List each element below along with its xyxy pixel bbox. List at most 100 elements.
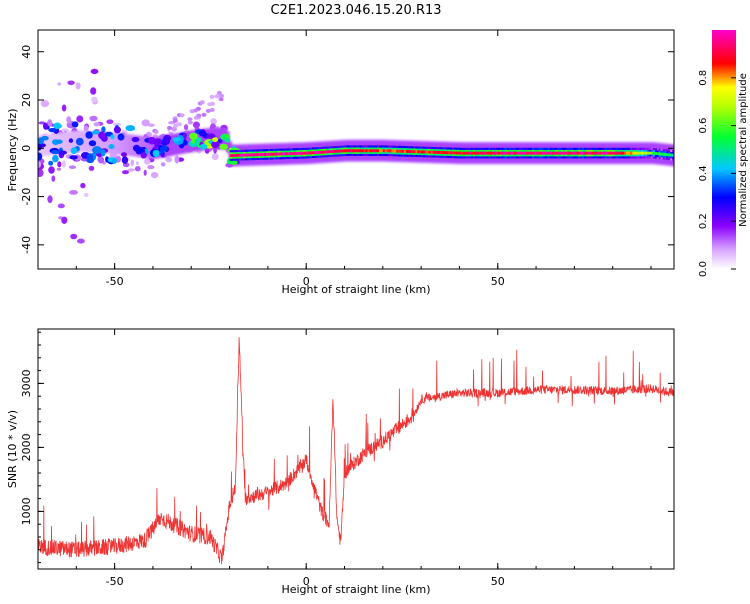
heatmap-ridge-cell — [340, 149, 344, 153]
heatmap-halo-cell — [63, 131, 67, 154]
heatmap-ridge-cell — [287, 152, 290, 156]
y-tick-label: -40 — [20, 236, 33, 254]
heatmap-ridge-cell — [283, 152, 286, 156]
heatmap-ridge-cell — [392, 149, 395, 153]
heatmap-blob — [52, 154, 59, 163]
heatmap-blob — [88, 140, 97, 147]
heatmap-ridge-cell — [618, 151, 621, 155]
heatmap-ridge-cell — [451, 151, 455, 155]
heatmap-blob — [38, 152, 43, 161]
heatmap-ridge-cell — [373, 149, 376, 153]
heatmap-speck — [172, 118, 178, 123]
heatmap-speck — [61, 216, 68, 224]
heatmap-ridge-cell — [269, 152, 273, 156]
heatmap-ridge-cell — [398, 149, 401, 153]
y-tick-label: 3000 — [20, 369, 33, 397]
heatmap-ridge-cell — [233, 154, 236, 157]
heatmap-ridge-cell — [488, 151, 491, 155]
heatmap-ridge-cell — [482, 151, 485, 155]
heatmap-ridge-cell — [470, 151, 474, 155]
heatmap-ridge-cell — [465, 151, 468, 155]
heatmap-ridge-cell — [313, 151, 317, 155]
heatmap-ridge-cell — [557, 151, 560, 155]
heatmap-blob — [48, 128, 58, 133]
y-tick-label: 0 — [20, 145, 33, 152]
heatmap-ridge-cell — [310, 151, 313, 155]
heatmap-blob — [207, 133, 216, 139]
heatmap-halo-cell — [109, 132, 113, 154]
heatmap-ridge-cell — [474, 151, 478, 155]
heatmap-blob — [211, 140, 220, 149]
heatmap-ridge-cell — [620, 151, 623, 155]
heatmap-ridge-cell — [304, 151, 307, 155]
heatmap-speck — [192, 121, 200, 129]
heatmap-speck — [150, 172, 159, 179]
spectrogram-axis-ticks: -50 0 50 -40 -20 0 20 40 — [20, 30, 674, 288]
heatmap-speck — [57, 82, 61, 86]
heatmap-ridge-cell — [476, 151, 480, 155]
heatmap-blob — [125, 125, 136, 132]
heatmap-ridge-cell — [384, 149, 388, 153]
heatmap-ridge-cell — [486, 151, 489, 155]
heatmap-ridge-cell — [541, 151, 545, 155]
heatmap-ridge-cell — [423, 150, 426, 154]
heatmap-halo-cell — [107, 132, 110, 154]
heatmap-halo-cell — [146, 136, 149, 159]
heatmap-blob — [172, 137, 181, 142]
heatmap-ridge-cell — [608, 151, 612, 155]
heatmap-speck — [83, 192, 89, 198]
heatmap-speck — [77, 238, 85, 244]
heatmap-ridge-cell — [526, 151, 530, 155]
heatmap-blob — [71, 121, 79, 128]
colorbar-ticks: 0.0 0.2 0.4 0.6 0.8 — [698, 70, 736, 277]
heatmap-ridge-cell — [584, 151, 587, 155]
heatmap-halo-cell — [113, 132, 117, 155]
heatmap-ridge-cell — [538, 151, 541, 155]
heatmap-ridge-cell — [338, 149, 342, 153]
heatmap-ridge-cell — [543, 151, 547, 155]
heatmap-ridge-cell — [593, 151, 597, 155]
spectrogram-heatmap — [38, 68, 674, 244]
heatmap-ridge-cell — [438, 151, 441, 154]
heatmap-ridge-cell — [580, 151, 583, 155]
heatmap-ridge-cell — [446, 151, 449, 155]
heatmap-ridge-cell — [528, 151, 531, 155]
colorbar — [712, 30, 736, 269]
heatmap-halo-cell — [120, 133, 124, 156]
heatmap-speck — [199, 100, 205, 105]
heatmap-blob — [113, 126, 121, 134]
heatmap-ridge-cell — [662, 152, 666, 156]
snr-xlabel: Height of straight line (km) — [281, 583, 430, 596]
heatmap-speck — [89, 115, 98, 122]
heatmap-ridge-cell — [534, 151, 537, 155]
heatmap-ridge-cell — [576, 151, 579, 155]
snr-series-line — [38, 337, 674, 565]
heatmap-speck — [47, 195, 53, 204]
heatmap-ridge-cell — [547, 151, 551, 155]
heatmap-ridge-cell — [626, 151, 629, 155]
heatmap-ridge-cell — [356, 149, 359, 153]
heatmap-blob — [121, 152, 127, 157]
heatmap-ridge-cell — [614, 151, 618, 155]
heatmap-blob — [140, 152, 147, 159]
heatmap-speck — [211, 153, 219, 161]
heatmap-speck — [171, 126, 178, 132]
heatmap-blob — [189, 132, 198, 140]
heatmap-blob — [110, 134, 115, 140]
heatmap-halo-cell — [132, 134, 136, 157]
heatmap-ridge-cell — [629, 151, 633, 155]
heatmap-ridge-cell — [664, 153, 667, 156]
heatmap-ridge-cell — [432, 150, 436, 154]
heatmap-ridge-cell — [455, 151, 459, 155]
heatmap-ridge-cell — [518, 151, 522, 155]
heatmap-halo-cell — [86, 130, 90, 153]
heatmap-speck — [80, 182, 86, 189]
spectrogram-xlabel: Height of straight line (km) — [281, 283, 430, 296]
heatmap-ridge-cell — [536, 151, 539, 155]
heatmap-ridge-cell — [633, 151, 637, 155]
heatmap-ridge-cell — [315, 151, 319, 154]
heatmap-speck — [57, 203, 65, 209]
y-tick-label: 1000 — [20, 497, 33, 525]
heatmap-ridge-cell — [436, 150, 440, 154]
